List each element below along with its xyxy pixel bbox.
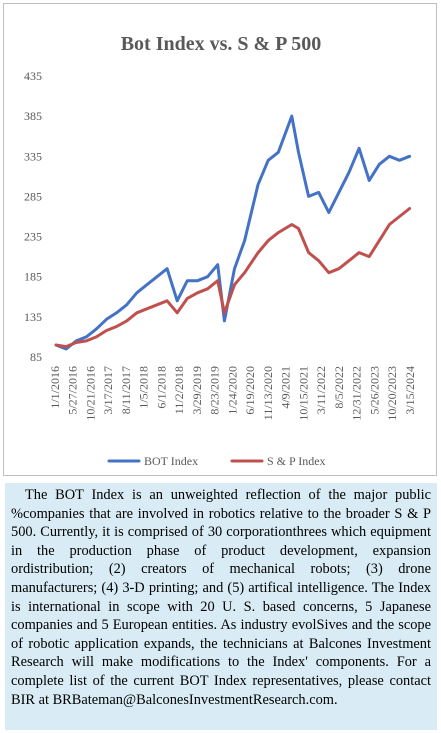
x-tick-label: 8/11/2017 xyxy=(119,366,133,414)
x-tick-label: 1/5/2018 xyxy=(137,366,151,409)
y-axis-ticks: 85 135 185 235 285 335 385 435 xyxy=(24,69,42,364)
x-tick-label: 10/15/2021 xyxy=(296,366,310,421)
series-line-sp-index xyxy=(54,207,412,349)
x-tick-label: 6/1/2018 xyxy=(154,366,168,409)
series-layer xyxy=(54,114,412,351)
legend-sp-label: S & P Index xyxy=(267,454,326,468)
series-line-bot-index xyxy=(54,114,412,351)
x-tick-label: 8/23/2019 xyxy=(208,366,222,415)
y-tick-label: 135 xyxy=(24,310,42,324)
x-tick-label: 8/5/2022 xyxy=(332,366,346,409)
y-tick-label: 385 xyxy=(24,109,42,123)
legend-bot-label: BOT Index xyxy=(144,454,198,468)
x-tick-label: 11/13/2020 xyxy=(261,366,275,420)
x-tick-label: 11/2/2018 xyxy=(172,366,186,414)
caption-box: The BOT Index is an unweighted reflectio… xyxy=(5,483,437,730)
x-tick-label: 1/1/2016 xyxy=(48,366,62,409)
x-tick-label: 3/15/2024 xyxy=(403,366,417,415)
x-tick-label: 10/20/2023 xyxy=(385,366,399,421)
x-tick-label: 5/27/2016 xyxy=(66,366,80,415)
legend: BOT Index S & P Index xyxy=(107,454,326,468)
bot-vs-sp500-chart: Bot Index vs. S & P 500 85 135 185 235 285 33… xyxy=(24,33,417,468)
x-tick-label: 5/26/2023 xyxy=(367,366,381,415)
x-tick-label: 4/9/2021 xyxy=(279,366,293,409)
x-tick-label: 3/29/2019 xyxy=(190,366,204,415)
caption-text: The BOT Index is an unweighted reflectio… xyxy=(11,487,431,708)
x-tick-label: 6/19/2020 xyxy=(243,366,257,415)
y-tick-label: 285 xyxy=(24,189,42,203)
x-tick-label: 1/24/2020 xyxy=(225,366,239,415)
y-tick-label: 85 xyxy=(30,350,42,364)
y-tick-label: 435 xyxy=(24,69,42,83)
x-tick-label: 3/17/2017 xyxy=(101,366,115,415)
y-tick-label: 235 xyxy=(24,230,42,244)
x-tick-label: 10/21/2016 xyxy=(83,366,97,421)
y-tick-label: 185 xyxy=(24,270,42,284)
x-tick-label: 12/31/2022 xyxy=(350,366,364,421)
chart-frame: Bot Index vs. S & P 500 85 135 185 235 285 33… xyxy=(3,3,437,476)
x-tick-label: 3/11/2022 xyxy=(314,366,328,414)
x-axis-ticks: 1/1/2016 5/27/2016 10/21/2016 3/17/2017 8/11… xyxy=(48,366,417,421)
chart-title: Bot Index vs. S & P 500 xyxy=(121,33,322,55)
y-tick-label: 335 xyxy=(24,149,42,163)
